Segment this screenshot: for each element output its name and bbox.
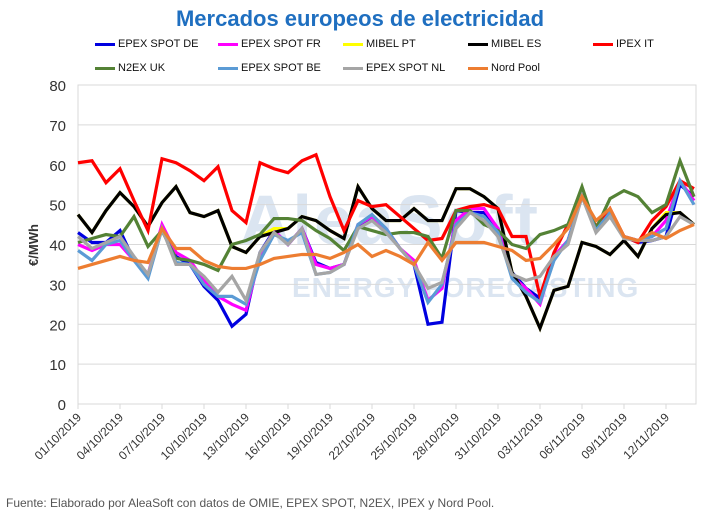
watermark-tagline: ENERGY FORECASTING [292,272,640,303]
legend-label: EPEX SPOT BE [241,62,321,74]
legend-label: Nord Pool [491,62,540,74]
legend-item: EPEX SPOT NL [343,62,445,74]
legend-swatch [343,42,363,46]
source-note: Fuente: Elaborado por AleaSoft con datos… [6,496,495,510]
legend-item: N2EX UK [95,62,165,74]
legend-item: MIBEL PT [343,38,416,50]
legend-label: EPEX SPOT DE [118,38,199,50]
legend-swatch [95,42,115,46]
legend-swatch [218,42,238,46]
legend-swatch [218,66,238,70]
legend-item: EPEX SPOT DE [95,38,199,50]
series-line-nord-pool [77,193,695,271]
legend-item: EPEX SPOT BE [218,62,321,74]
y-tick-label: 40 [49,238,66,255]
y-tick-label: 10 [49,357,66,374]
y-tick-label: 60 [49,158,66,175]
y-axis-label: €/MWh [26,224,41,266]
legend-item: IPEX IT [593,38,654,50]
series-line-mibel-es [76,182,696,333]
legend-swatch [95,66,115,70]
series-line-epex-spot-nl [76,191,695,305]
y-tick-label: 30 [49,277,66,294]
y-tick-label: 20 [49,317,66,334]
legend-label: MIBEL PT [366,38,416,50]
legend-label: IPEX IT [616,38,654,50]
legend-swatch [343,66,363,70]
legend-item: EPEX SPOT FR [218,38,321,50]
legend-label: N2EX UK [118,62,166,74]
legend-swatch [468,66,488,70]
chart-title: Mercados europeos de electricidad [175,6,545,31]
legend-label: EPEX SPOT NL [366,62,446,74]
y-tick-label: 80 [49,78,66,95]
legend-item: Nord Pool [468,62,540,74]
legend-swatch [593,42,613,46]
y-tick-label: 50 [49,198,66,215]
y-tick-label: 0 [58,397,66,414]
legend-swatch [468,42,488,46]
series-line-mibel-pt [76,182,696,333]
legend-label: MIBEL ES [491,38,542,50]
y-tick-label: 70 [49,118,66,135]
legend-item: MIBEL ES [468,38,541,50]
x-tick-label: 12/11/2019 [620,410,672,462]
legend-label: EPEX SPOT FR [241,38,321,50]
